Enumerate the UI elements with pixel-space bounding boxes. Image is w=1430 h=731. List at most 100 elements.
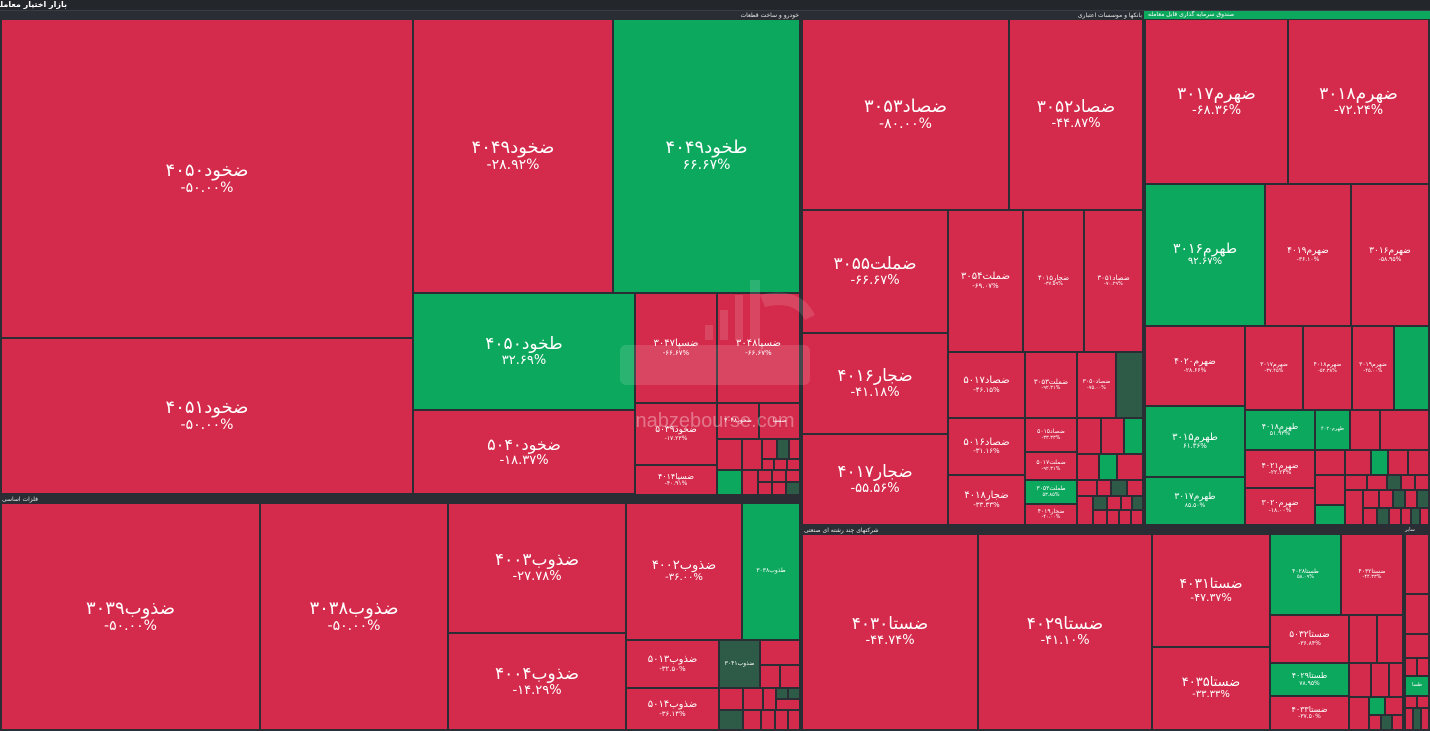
tile-zsad5017[interactable]: ضصاد۵۰۱۷ -۴۶.۱۵%	[948, 352, 1025, 418]
tile-zspa3048[interactable]: ضسپا۳۰۴۸ -۶۶.۶۷%	[717, 293, 800, 403]
tile-zspa-small[interactable]: ضسپا	[759, 403, 800, 439]
small-tile[interactable]	[1417, 490, 1429, 508]
small-tile[interactable]	[788, 688, 800, 699]
small-tile[interactable]	[1111, 480, 1127, 496]
tile-zsta4030[interactable]: ضستا۴۰۳۰ -۴۴.۷۴%	[802, 534, 978, 730]
small-tile[interactable]	[1371, 450, 1388, 475]
tile-zzob5014[interactable]: ضذوب۵۰۱۴ -۳۶.۱۴%	[626, 688, 719, 730]
small-tile[interactable]	[742, 470, 758, 495]
small-tile[interactable]	[1405, 658, 1417, 676]
tile-zhrm4020[interactable]: ضهرم۴۰۲۰ -۲۸.۶۶%	[1145, 326, 1245, 406]
tile-zhrm3018[interactable]: ضهرم۳۰۱۸ -۷۲.۲۴%	[1288, 19, 1429, 184]
small-tile[interactable]	[743, 710, 761, 730]
small-tile[interactable]	[1408, 450, 1429, 475]
tile-thrm4018[interactable]: طهرم۴۰۱۸ ۵۱.۹۳%	[1245, 410, 1315, 450]
small-tile[interactable]	[1349, 697, 1369, 730]
tile-zzob4002[interactable]: ضذوب۴۰۰۲ -۳۶.۰۰%	[626, 503, 742, 640]
small-tile[interactable]	[1379, 490, 1393, 508]
small-tile[interactable]	[762, 439, 777, 459]
small-tile[interactable]	[717, 470, 742, 495]
small-tile[interactable]	[743, 688, 763, 710]
small-tile[interactable]	[1405, 490, 1417, 508]
tile-zhrm3019[interactable]: ضهرم۳۰۱۹ -۴۵.۰۰%	[1352, 326, 1394, 410]
small-tile[interactable]	[760, 665, 780, 688]
tile-zsta5032[interactable]: ضستا۵۰۳۲ -۳۶.۸۴%	[1270, 615, 1349, 663]
small-tile[interactable]	[1389, 508, 1401, 525]
small-tile[interactable]	[1381, 715, 1392, 730]
tile-zhrm4019[interactable]: ضهرم۴۰۱۹ -۳۶.۱۰%	[1265, 184, 1351, 326]
tile-zjar4015[interactable]: ضجار۴۰۱۵ -۳۷.۵۹%	[1023, 210, 1084, 352]
small-tile[interactable]	[776, 699, 800, 710]
small-tile[interactable]	[1371, 663, 1389, 697]
small-tile[interactable]	[1394, 326, 1429, 410]
tile-thrm3015[interactable]: طهرم۳۰۱۵ ۶۱.۳۶%	[1145, 406, 1245, 477]
tile-zkhod5039[interactable]: ضخود۵۰۳۹ -۱۷.۲۳%	[635, 403, 717, 465]
tile-zzob5013[interactable]: ضذوب۵۰۱۳ -۳۲.۵۰%	[626, 640, 719, 688]
tile-zhrm4021[interactable]: ضهرم۴۰۲۱ -۲۲.۲۳%	[1245, 450, 1315, 488]
small-tile[interactable]	[775, 710, 788, 730]
small-tile[interactable]	[1417, 658, 1429, 676]
tile-thrm3016[interactable]: طهرم۳۰۱۶ ۹۲.۶۷%	[1145, 184, 1265, 326]
small-tile[interactable]	[1315, 475, 1345, 505]
tile-zmelat3054[interactable]: ضملت۳۰۵۴ -۶۹.۰۷%	[948, 210, 1023, 352]
small-tile[interactable]	[1385, 697, 1403, 715]
tile-tsa[interactable]: طسا	[1405, 676, 1429, 696]
small-tile[interactable]	[772, 482, 786, 495]
small-tile[interactable]	[763, 688, 776, 710]
small-tile[interactable]	[760, 640, 800, 665]
small-tile[interactable]	[719, 688, 743, 710]
tile-zzob3041[interactable]: ضذوب۳۰۴۱	[719, 640, 760, 688]
small-tile[interactable]	[777, 439, 789, 459]
small-tile[interactable]	[1315, 450, 1345, 475]
small-tile[interactable]	[1405, 696, 1417, 708]
small-tile[interactable]	[1132, 496, 1143, 510]
small-tile[interactable]	[1405, 594, 1429, 634]
tile-zmelat5017[interactable]: ضملت۵۰۱۷ -۹۲.۳۱%	[1025, 452, 1077, 480]
small-tile[interactable]	[1077, 480, 1097, 496]
small-tile[interactable]	[1363, 508, 1377, 525]
small-tile[interactable]	[1077, 496, 1093, 525]
small-tile[interactable]	[761, 710, 775, 730]
small-tile[interactable]	[786, 482, 800, 495]
tile-zsad3051[interactable]: ضصاد۳۰۵۱ -۷۰.۲۹%	[1084, 210, 1143, 352]
small-tile[interactable]	[1405, 534, 1429, 594]
small-tile[interactable]	[1107, 510, 1119, 525]
small-tile[interactable]	[717, 439, 742, 470]
tile-zmelat3055[interactable]: ضملت۳۰۵۵ -۶۶.۶۷%	[802, 210, 948, 333]
small-tile[interactable]	[1349, 615, 1377, 663]
tile-zsad5016[interactable]: ضصاد۵۰۱۶ -۳۱.۱۶%	[948, 418, 1025, 475]
small-tile[interactable]	[776, 688, 788, 699]
small-tile[interactable]	[1349, 663, 1371, 697]
tile-zzob4003[interactable]: ضذوب۴۰۰۳ -۲۷.۷۸%	[448, 503, 626, 633]
small-tile[interactable]	[1421, 708, 1429, 730]
small-tile[interactable]	[1363, 490, 1379, 508]
tile-zzob4004[interactable]: ضذوب۴۰۰۴ -۱۴.۲۹%	[448, 633, 626, 730]
small-tile[interactable]	[1345, 475, 1367, 490]
tile-tkhod4049[interactable]: طخود۴۰۴۹ ۶۶.۶۷%	[613, 19, 800, 293]
tile-tzob3038[interactable]: طذوب۳۰۳۸	[742, 503, 800, 640]
tile-zsad3050[interactable]: ضصاد۳۰۵۰ -۷۵.۰۰%	[1077, 352, 1116, 418]
tile-zjar4016[interactable]: ضجار۴۰۱۶ -۴۱.۱۸%	[802, 333, 948, 434]
small-tile[interactable]	[1369, 715, 1381, 730]
tile-tsta4029[interactable]: طستا۴۰۲۹ ۷۸.۹۵%	[1270, 663, 1349, 696]
small-tile[interactable]	[1099, 454, 1117, 480]
tile-zjar4017[interactable]: ضجار۴۰۱۷ -۵۵.۵۶%	[802, 434, 948, 525]
small-tile[interactable]	[1350, 410, 1380, 450]
tile-thrm4020[interactable]: طهرم۴۰۲۰	[1315, 410, 1350, 450]
small-tile[interactable]	[1405, 634, 1429, 658]
tile-zsta4035[interactable]: ضستا۴۰۳۵ -۳۳.۳۳%	[1152, 647, 1270, 730]
small-tile[interactable]	[1107, 496, 1121, 510]
tile-zkhod4048[interactable]: ضخود۴۰۴۸	[717, 403, 759, 439]
small-tile[interactable]	[762, 459, 774, 470]
tile-zsta4029[interactable]: ضستا۴۰۲۹ -۴۱.۱۰%	[978, 534, 1152, 730]
small-tile[interactable]	[742, 439, 762, 470]
tile-zsad3052[interactable]: ضصاد۳۰۵۲ -۴۴.۸۷%	[1009, 19, 1143, 210]
small-tile[interactable]	[1377, 508, 1389, 525]
small-tile[interactable]	[1077, 454, 1099, 480]
small-tile[interactable]	[1377, 615, 1403, 663]
small-tile[interactable]	[1097, 480, 1111, 496]
tile-zkhod4051[interactable]: ضخود۴۰۵۱ -۵۰.۰۰%	[1, 338, 413, 494]
tile-tkhod4050[interactable]: طخود۴۰۵۰ ۳۲.۶۹%	[413, 293, 635, 410]
small-tile[interactable]	[1369, 697, 1385, 715]
small-tile[interactable]	[780, 665, 800, 688]
